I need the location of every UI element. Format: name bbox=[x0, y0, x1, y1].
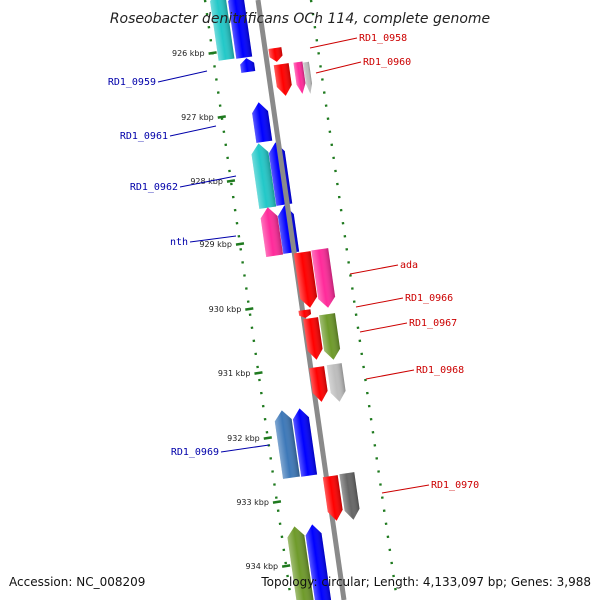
gene-arrow-17 bbox=[309, 366, 328, 402]
gene-label-ada[interactable]: ada bbox=[400, 260, 418, 271]
gene-arrow-21 bbox=[322, 475, 343, 521]
leader-line-rd1_0959 bbox=[157, 70, 208, 83]
plus-strand-features bbox=[268, 47, 360, 521]
leader-line-rd1_0966 bbox=[355, 297, 404, 308]
gene-label-rd1_0970[interactable]: RD1_0970 bbox=[431, 480, 479, 491]
gene-label-rd1_0960[interactable]: RD1_0960 bbox=[363, 57, 411, 68]
gene-label-rd1_0967[interactable]: RD1_0967 bbox=[409, 318, 457, 329]
gene-arrow-13 bbox=[311, 248, 336, 308]
gene-arrow-19 bbox=[274, 410, 300, 479]
tick-mark-4 bbox=[245, 307, 254, 311]
gene-arrow-15 bbox=[303, 317, 323, 360]
tick-mark-2 bbox=[226, 179, 236, 183]
gene-label-nth[interactable]: nth bbox=[170, 237, 188, 248]
gene-arrow-5 bbox=[293, 61, 306, 94]
leader-line-nth bbox=[189, 235, 237, 243]
tick-mark-6 bbox=[263, 436, 272, 440]
gene-arrow-23 bbox=[287, 526, 315, 600]
leader-line-rd1_0968 bbox=[365, 369, 415, 380]
genome-info-text: Topology: circular; Length: 4,133,097 bp… bbox=[260, 575, 591, 589]
map-title: Roseobacter denitrificans OCh 114, compl… bbox=[110, 11, 490, 27]
tick-mark-8 bbox=[281, 564, 291, 568]
leader-line-rd1_0958 bbox=[309, 37, 358, 49]
gene-label-rd1_0966[interactable]: RD1_0966 bbox=[405, 293, 453, 304]
gene-arrow-1 bbox=[228, 0, 253, 59]
gene-arrow-24 bbox=[305, 524, 333, 600]
tick-label-7: 933 kbp bbox=[236, 498, 269, 507]
gene-arrow-7 bbox=[252, 102, 273, 143]
leader-line-rd1_0960 bbox=[315, 61, 362, 74]
leader-line-rd1_0970 bbox=[381, 484, 430, 494]
gene-arrow-8 bbox=[251, 143, 277, 209]
gene-arrow-14 bbox=[298, 309, 312, 318]
tick-mark-5 bbox=[254, 371, 263, 375]
tick-mark-1 bbox=[217, 115, 226, 119]
gene-arrow-18 bbox=[326, 363, 346, 402]
leader-line-rd1_0969 bbox=[220, 444, 270, 453]
gene-arrow-3 bbox=[268, 47, 283, 62]
gene-arrow-0 bbox=[210, 0, 235, 61]
gene-arrow-6 bbox=[302, 61, 313, 94]
gene-arrow-10 bbox=[260, 207, 284, 257]
leader-line-rd1_0967 bbox=[359, 322, 408, 333]
gene-arrow-20 bbox=[293, 408, 318, 477]
tick-mark-0 bbox=[208, 51, 217, 55]
tick-label-6: 932 kbp bbox=[227, 434, 260, 443]
tick-label-1: 927 kbp bbox=[181, 113, 214, 122]
leader-line-rd1_0961 bbox=[169, 125, 217, 137]
gene-arrow-4 bbox=[273, 63, 292, 96]
leader-line-ada bbox=[349, 264, 399, 275]
gene-arrow-22 bbox=[339, 472, 360, 520]
gene-label-rd1_0961[interactable]: RD1_0961 bbox=[120, 131, 168, 142]
tick-label-3: 929 kbp bbox=[199, 240, 232, 249]
gene-label-rd1_0962[interactable]: RD1_0962 bbox=[130, 182, 178, 193]
tick-label-0: 926 kbp bbox=[172, 49, 205, 58]
tick-label-5: 931 kbp bbox=[218, 369, 251, 378]
tick-mark-7 bbox=[272, 500, 282, 504]
gene-label-rd1_0969[interactable]: RD1_0969 bbox=[171, 447, 219, 458]
tick-label-8: 934 kbp bbox=[246, 562, 279, 571]
accession-text: Accession: NC_008209 bbox=[9, 575, 145, 589]
leader-line-rd1_0962 bbox=[179, 175, 237, 188]
gene-labels: RD1_0958 RD1_0960 RD1_0959 RD1_0961 RD1_0962… bbox=[108, 33, 479, 494]
gene-arrow-12 bbox=[293, 251, 318, 308]
gene-label-rd1_0968[interactable]: RD1_0968 bbox=[416, 365, 464, 376]
tick-label-4: 930 kbp bbox=[209, 305, 242, 314]
tick-mark-3 bbox=[235, 242, 245, 246]
gene-arrow-16 bbox=[319, 313, 341, 360]
minus-strand-features bbox=[210, 0, 333, 600]
gene-arrow-2 bbox=[240, 58, 256, 73]
gene-label-rd1_0959[interactable]: RD1_0959 bbox=[108, 77, 156, 88]
guide-track-left bbox=[203, 0, 293, 600]
gene-label-rd1_0958[interactable]: RD1_0958 bbox=[359, 33, 407, 44]
